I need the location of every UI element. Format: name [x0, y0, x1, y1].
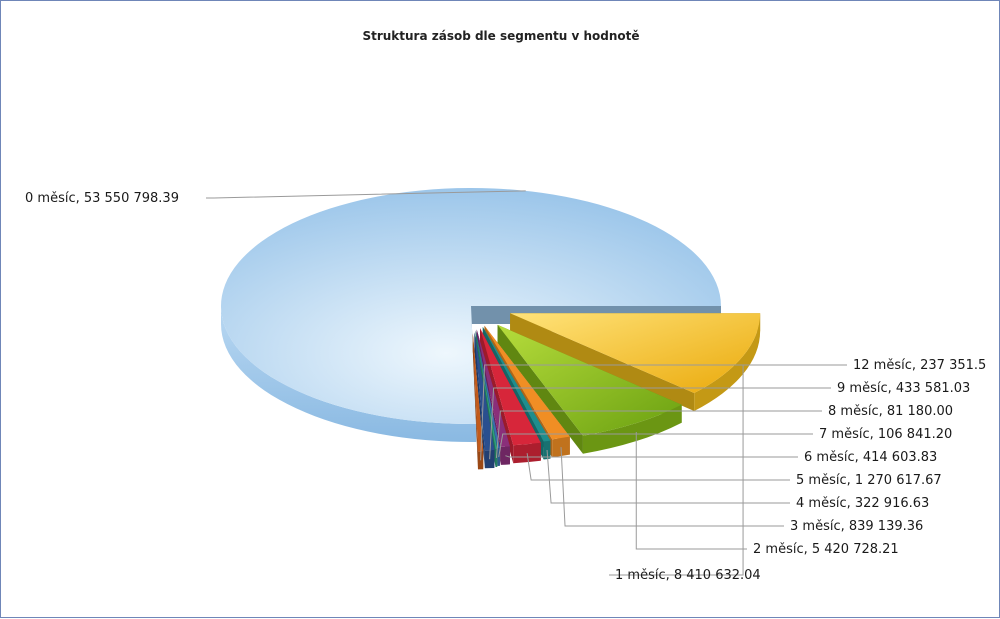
slice-label-9: 9 měsíc, 433 581.03 [837, 381, 970, 396]
pie-slice-cut-face-1-1 [510, 313, 695, 412]
leader-line-1 [609, 365, 744, 576]
chart-title: Struktura zásob dle segmentu v hodnotě [362, 29, 639, 43]
leader-line-10 [480, 364, 847, 461]
slice-label-4: 4 měsíc, 322 916.63 [796, 496, 929, 511]
pie-slice-9[interactable] [474, 332, 495, 469]
leader-line-2 [635, 432, 747, 550]
pie-slice-top-1 [510, 313, 761, 394]
pie-slice-2[interactable] [497, 324, 682, 454]
pie-slice-side-5 [513, 442, 541, 464]
pie-slice-top-7 [475, 330, 500, 448]
pie-slice-side-1 [694, 313, 761, 412]
leader-line-9 [489, 387, 831, 460]
leader-line-5 [526, 453, 790, 481]
pie-slice-10[interactable] [472, 333, 484, 470]
pie-slice-cut-face-9-1 [474, 332, 485, 469]
slice-label-5: 5 měsíc, 1 270 617.67 [796, 473, 942, 488]
leader-line-7 [498, 433, 813, 458]
leader-line-3 [560, 447, 784, 527]
pie-slice-top-0 [220, 187, 721, 424]
pie-slice-top-4 [482, 326, 551, 442]
pie-layer [220, 187, 761, 470]
pie-slice-cut-face-10-1 [472, 333, 478, 470]
slice-label-2: 2 měsíc, 5 420 728.21 [753, 542, 899, 557]
slice-label-0: 0 měsíc, 53 550 798.39 [25, 191, 179, 206]
pie-slice-side-4 [543, 440, 551, 460]
pie-slice-1[interactable] [510, 313, 761, 412]
pie-slice-side-2 [582, 404, 682, 454]
pie-slice-side-0 [221, 306, 477, 442]
slice-label-10: 12 měsíc, 237 351.5 [853, 358, 986, 373]
slice-label-3: 3 měsíc, 839 139.36 [790, 519, 923, 534]
slice-label-1: 1 měsíc, 8 410 632.04 [615, 568, 761, 583]
leader-line-8 [495, 410, 822, 459]
pie-slice-top-10 [472, 333, 484, 452]
slice-label-6: 6 měsíc, 414 603.83 [804, 450, 937, 465]
pie-slice-side-3 [552, 436, 570, 458]
pie-slice-cut-face-2-1 [497, 324, 583, 454]
leader-line-0 [206, 190, 526, 199]
slice-label-7: 7 měsíc, 106 841.20 [819, 427, 952, 442]
label-layer: 0 měsíc, 53 550 798.39 1 měsíc, 8 410 632… [25, 190, 986, 583]
leader-line-6 [505, 455, 798, 458]
pie-slice-top-9 [474, 332, 495, 451]
slice-label-8: 8 měsíc, 81 180.00 [828, 404, 953, 419]
pie-slice-side-6 [500, 446, 510, 465]
pie-slice-top-5 [480, 328, 541, 446]
pie-slice-top-2 [497, 324, 682, 436]
leader-line-4 [546, 449, 790, 504]
